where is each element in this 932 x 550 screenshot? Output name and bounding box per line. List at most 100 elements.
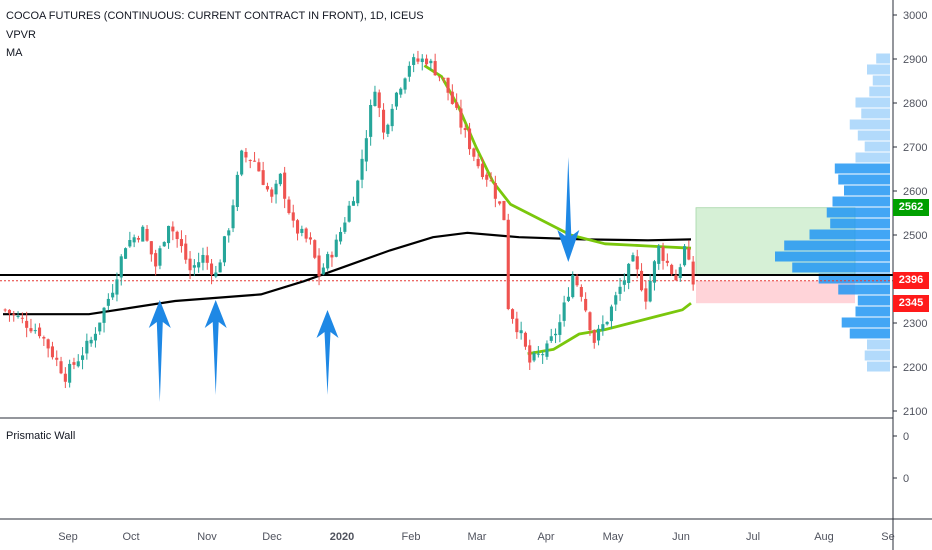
candle-body xyxy=(554,333,558,336)
volume-profile-bar xyxy=(775,251,890,262)
candle-body xyxy=(429,60,433,64)
volume-profile-bar xyxy=(849,328,890,339)
volume-profile-bar xyxy=(857,295,890,306)
candle-body xyxy=(59,361,63,374)
candle-body xyxy=(106,298,110,306)
candle-body xyxy=(3,309,7,311)
sub-pane-tick-label: 0 xyxy=(903,473,909,485)
candle-body xyxy=(253,160,257,162)
candle-body xyxy=(197,262,201,268)
candle-body xyxy=(579,287,583,297)
candle-body xyxy=(85,340,89,354)
time-tick-label: Dec xyxy=(262,531,282,543)
horizontal-levels xyxy=(0,274,893,282)
candle-body xyxy=(511,309,515,319)
candle-body xyxy=(571,275,575,298)
candle-body xyxy=(291,212,295,221)
volume-profile-bar xyxy=(792,262,890,273)
candle-body xyxy=(584,298,588,311)
candle-body xyxy=(89,339,93,344)
candle-body xyxy=(373,91,377,107)
candle-body xyxy=(29,328,33,332)
price-tick-label: 2700 xyxy=(903,142,927,154)
candle-body xyxy=(502,200,506,221)
candle-body xyxy=(601,324,605,331)
candle-body xyxy=(459,108,463,128)
candle-body xyxy=(545,343,549,357)
candle-body xyxy=(450,91,454,104)
price-tick-label: 2100 xyxy=(903,406,927,418)
candle-body xyxy=(622,280,626,285)
time-tick-label: 2020 xyxy=(330,531,354,543)
candle-body xyxy=(326,254,330,269)
candle-body xyxy=(485,174,489,180)
candle-body xyxy=(115,279,119,295)
volume-profile xyxy=(775,53,890,372)
candle-body xyxy=(532,353,536,361)
candle-body xyxy=(536,353,540,355)
candle-body xyxy=(270,189,274,197)
candle-body xyxy=(330,254,334,258)
sub-pane-title[interactable]: Prismatic Wall xyxy=(6,430,76,442)
candle-body xyxy=(498,201,502,204)
candle-body xyxy=(670,264,674,275)
price-badge-entry: 2396 xyxy=(893,272,929,290)
candle-body xyxy=(588,312,592,331)
volume-profile-bar xyxy=(809,229,890,240)
candle-body xyxy=(386,124,390,134)
candle-body xyxy=(433,61,437,76)
price-tick-label: 2900 xyxy=(903,54,927,66)
candle-body xyxy=(119,256,123,278)
candle-body xyxy=(205,255,209,263)
candle-body xyxy=(7,309,11,314)
chart-title[interactable]: COCOA FUTURES (CONTINUOUS: CURRENT CONTR… xyxy=(6,10,424,22)
candle-body xyxy=(472,148,476,157)
candle-body xyxy=(313,240,317,258)
time-tick-label: Mar xyxy=(468,531,487,543)
candle-body xyxy=(665,260,669,263)
candle-body xyxy=(347,205,351,222)
candle-body xyxy=(98,322,102,332)
moving-average-short xyxy=(527,302,692,356)
candle-body xyxy=(652,261,656,283)
candle-body xyxy=(468,128,472,150)
candle-body xyxy=(308,237,312,240)
price-tick-label: 2200 xyxy=(903,362,927,374)
candle-body xyxy=(136,238,140,240)
candle-body xyxy=(218,262,222,273)
candle-body xyxy=(240,150,244,175)
indicator-label-ma[interactable]: MA xyxy=(6,47,23,59)
candle-body xyxy=(506,219,510,310)
candle-body xyxy=(248,159,252,161)
candle-body xyxy=(214,272,218,277)
candle-body xyxy=(644,288,648,302)
volume-profile-bar xyxy=(855,152,890,163)
candle-body xyxy=(618,286,622,294)
candle-body xyxy=(403,78,407,90)
candle-body xyxy=(437,76,441,78)
volume-profile-bar xyxy=(844,185,890,196)
support-arrow-icon xyxy=(148,300,171,402)
candle-body xyxy=(46,339,50,349)
candle-body xyxy=(317,255,321,277)
candle-body xyxy=(76,361,80,367)
candle-body xyxy=(683,246,687,266)
candle-body xyxy=(566,296,570,301)
candle-body xyxy=(154,253,158,267)
candle-body xyxy=(390,108,394,127)
candle-body xyxy=(339,231,343,242)
candle-body xyxy=(162,242,166,247)
candle-body xyxy=(399,88,403,95)
candle-body xyxy=(201,254,205,263)
candle-body xyxy=(158,248,162,266)
candle-body xyxy=(235,174,239,207)
candle-body xyxy=(480,163,484,178)
indicator-label-vpvr[interactable]: VPVR xyxy=(6,29,36,41)
price-axis: 3000290028002700260025002400230022002100 xyxy=(893,10,927,418)
volume-profile-bar xyxy=(867,339,890,350)
candle-body xyxy=(562,302,566,321)
candle-body xyxy=(55,357,59,360)
candle-body xyxy=(394,92,398,107)
candle-body xyxy=(12,313,16,315)
